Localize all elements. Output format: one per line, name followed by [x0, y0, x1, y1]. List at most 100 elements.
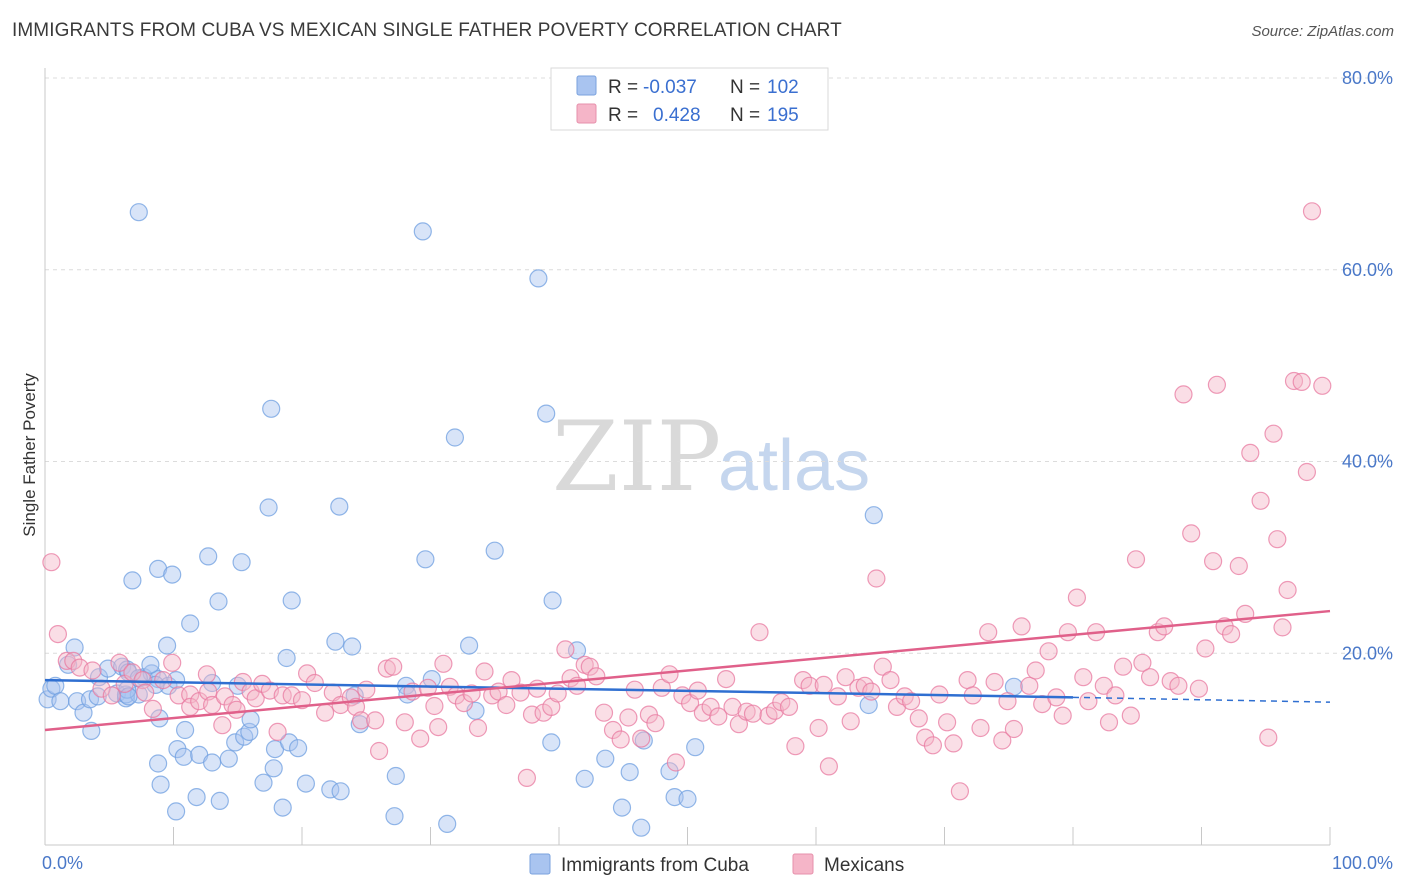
- point-mexicans-20: [197, 665, 216, 684]
- point-mexicans-14: [154, 670, 173, 690]
- bottom-legend-swatch-cuba: [529, 853, 551, 875]
- point-mexicans-44: [357, 680, 376, 699]
- point-mexicans-155: [1121, 706, 1140, 725]
- point-mexicans-97: [723, 697, 742, 717]
- point-cuba-88: [537, 404, 556, 423]
- point-mexicans-36: [298, 664, 317, 683]
- point-mexicans-3: [64, 651, 83, 671]
- point-cuba-59: [262, 399, 281, 418]
- point-cuba-31: [123, 571, 142, 590]
- bottom-legend: Immigrants from Cuba Mexicans: [529, 853, 904, 876]
- point-mexicans-58: [454, 693, 473, 713]
- legend-n-label: N =: [730, 77, 760, 98]
- point-cuba-71: [331, 782, 350, 801]
- point-mexicans-113: [836, 668, 855, 687]
- point-mexicans-118: [867, 569, 886, 588]
- point-cuba-62: [273, 798, 292, 817]
- point-mexicans-46: [370, 741, 389, 761]
- point-mexicans-0: [42, 553, 61, 572]
- point-mexicans-5: [83, 661, 102, 680]
- point-cuba-101: [686, 738, 705, 757]
- point-cuba-75: [385, 807, 404, 826]
- trend-line-cuba-extension: [1072, 696, 1331, 703]
- legend-r-value-cuba: -0.037: [643, 77, 697, 98]
- point-mexicans-81: [611, 730, 630, 749]
- point-mexicans-178: [1273, 618, 1292, 637]
- point-cuba-96: [632, 818, 651, 837]
- point-cuba-6: [65, 638, 84, 657]
- point-mexicans-88: [660, 665, 679, 684]
- point-mexicans-167: [1203, 552, 1223, 571]
- point-mexicans-94: [701, 697, 720, 717]
- point-cuba-49: [210, 791, 229, 811]
- point-mexicans-163: [1174, 385, 1193, 404]
- point-cuba-92: [575, 769, 594, 788]
- point-mexicans-110: [814, 675, 833, 695]
- bottom-legend-swatch-mexicans: [792, 853, 814, 875]
- point-cuba-97: [634, 731, 653, 750]
- point-mexicans-139: [1012, 617, 1031, 636]
- point-mexicans-105: [779, 697, 799, 717]
- legend-swatch-mexicans: [576, 103, 597, 124]
- point-cuba-48: [209, 592, 228, 611]
- point-mexicans-49: [395, 713, 414, 732]
- point-mexicans-106: [786, 737, 805, 756]
- point-mexicans-140: [1020, 676, 1039, 695]
- legend-n-label: N =: [730, 105, 760, 126]
- point-mexicans-64: [497, 695, 516, 715]
- point-mexicans-164: [1182, 524, 1201, 543]
- point-cuba-58: [259, 498, 278, 517]
- point-mexicans-111: [819, 757, 839, 776]
- point-mexicans-143: [1039, 642, 1058, 661]
- trend-line-cuba: [44, 678, 1074, 699]
- point-mexicans-45: [366, 711, 385, 730]
- point-cuba-87: [529, 269, 548, 288]
- point-mexicans-77: [580, 657, 599, 676]
- point-mexicans-156: [1126, 550, 1146, 569]
- point-cuba-66: [289, 739, 308, 758]
- legend-r-value-mexicans: 0.428: [653, 105, 701, 126]
- point-mexicans-100: [743, 704, 763, 723]
- bottom-legend-cuba: Immigrants from Cuba: [561, 855, 749, 876]
- top-legend: R = -0.037 N = 102 R = 0.428 N = 195: [550, 67, 829, 131]
- point-mexicans-112: [828, 687, 847, 706]
- point-cuba-94: [612, 798, 632, 817]
- point-mexicans-136: [993, 731, 1012, 750]
- legend-r-label: R =: [608, 77, 638, 98]
- point-cuba-100: [678, 789, 697, 809]
- point-mexicans-86: [646, 714, 665, 733]
- point-mexicans-183: [1302, 202, 1322, 221]
- point-mexicans-12: [136, 683, 155, 702]
- legend-n-value-cuba: 102: [767, 77, 799, 98]
- point-mexicans-114: [841, 712, 860, 731]
- point-cuba-89: [542, 733, 561, 752]
- point-cuba-38: [167, 802, 186, 821]
- series-mexicans-points: [42, 202, 1332, 801]
- y-tick-label-1: 40.0%: [1342, 452, 1393, 472]
- point-mexicans-134: [979, 623, 998, 642]
- point-mexicans-149: [1079, 692, 1098, 711]
- point-mexicans-154: [1113, 657, 1133, 676]
- point-mexicans-35: [292, 691, 312, 710]
- point-mexicans-145: [1053, 706, 1072, 725]
- point-mexicans-129: [944, 734, 963, 753]
- point-cuba-70: [330, 497, 349, 516]
- point-mexicans-123: [901, 692, 921, 711]
- point-mexicans-152: [1099, 713, 1119, 732]
- point-cuba-79: [413, 222, 432, 241]
- point-cuba-47: [203, 753, 222, 772]
- point-cuba-65: [282, 591, 301, 610]
- point-mexicans-47: [377, 659, 396, 678]
- point-mexicans-158: [1140, 668, 1160, 687]
- point-cuba-84: [460, 636, 479, 655]
- point-cuba-57: [254, 773, 273, 792]
- point-mexicans-32: [268, 722, 287, 742]
- point-mexicans-128: [937, 713, 957, 732]
- point-cuba-86: [485, 541, 504, 560]
- point-mexicans-54: [429, 717, 448, 737]
- point-mexicans-101: [750, 623, 769, 642]
- point-mexicans-13: [143, 699, 162, 719]
- point-mexicans-148: [1074, 668, 1093, 687]
- point-cuba-37: [163, 565, 182, 584]
- point-mexicans-60: [468, 718, 488, 738]
